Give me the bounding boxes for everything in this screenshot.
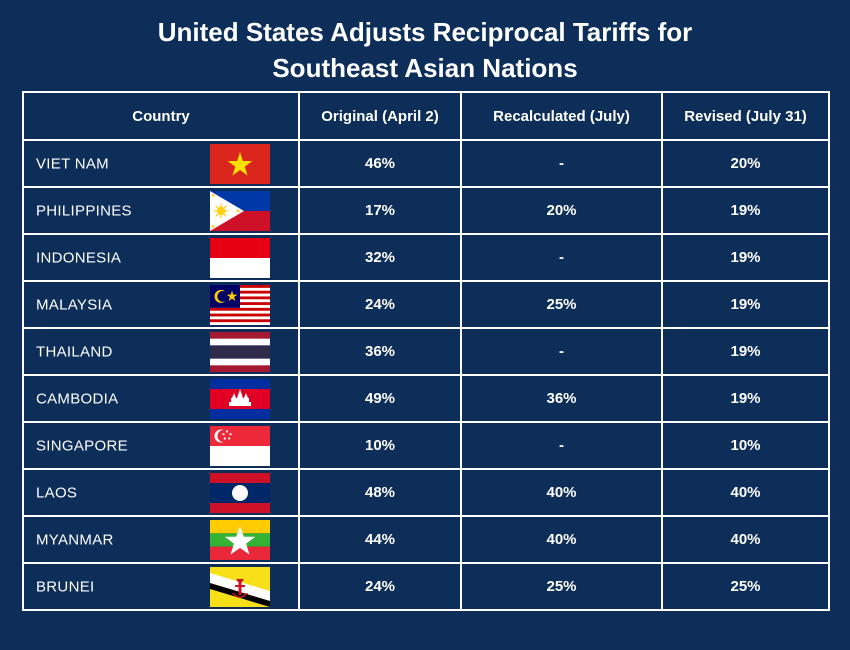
table-row: SINGAPORE 10% -10% — [22, 421, 830, 470]
revised-value: 19% — [661, 374, 830, 423]
recalculated-value: - — [460, 139, 663, 188]
country-cell: BRUNEI — [22, 562, 300, 611]
table-row: MALAYSIA 24% 25% 19% — [22, 280, 830, 329]
vietnam-flag-icon — [210, 143, 270, 184]
cambodia-flag-icon — [210, 378, 270, 419]
country-name: MYANMAR — [36, 531, 114, 548]
table-row: PHILIPPINES 17% 20% 19% — [22, 186, 830, 235]
original-value: 46% — [298, 139, 462, 188]
table-row: MYANMAR 44% 40% 40% — [22, 515, 830, 564]
country-cell: THAILAND — [22, 327, 300, 376]
myanmar-flag-icon — [210, 519, 270, 560]
original-value: 10% — [298, 421, 462, 470]
table-row: THAILAND 36% -19% — [22, 327, 830, 376]
original-value: 44% — [298, 515, 462, 564]
brunei-flag-icon — [210, 566, 270, 607]
country-name: PHILIPPINES — [36, 202, 132, 219]
recalculated-value: 20% — [460, 186, 663, 235]
original-value: 24% — [298, 562, 462, 611]
country-cell: LAOS — [22, 468, 300, 517]
original-value: 49% — [298, 374, 462, 423]
indonesia-flag-icon — [210, 237, 270, 278]
recalculated-value: - — [460, 327, 663, 376]
revised-value: 19% — [661, 233, 830, 282]
header-original: Original (April 2) — [298, 91, 462, 141]
country-name: VIET NAM — [36, 155, 109, 172]
singapore-flag-icon — [210, 425, 270, 466]
recalculated-value: 36% — [460, 374, 663, 423]
table-row: CAMBODIA 49% 36% 19% — [22, 374, 830, 423]
table-row: INDONESIA 32% -19% — [22, 233, 830, 282]
tariff-table: Country Original (April 2) Recalculated … — [22, 91, 830, 611]
recalculated-value: - — [460, 233, 663, 282]
thailand-flag-icon — [210, 331, 270, 372]
revised-value: 10% — [661, 421, 830, 470]
country-name: MALAYSIA — [36, 296, 113, 313]
revised-value: 19% — [661, 280, 830, 329]
recalculated-value: 25% — [460, 562, 663, 611]
revised-value: 19% — [661, 186, 830, 235]
header-row: Country Original (April 2) Recalculated … — [22, 91, 830, 141]
title-line-2: Southeast Asian Nations — [272, 53, 578, 83]
header-recalculated: Recalculated (July) — [460, 91, 663, 141]
country-name: LAOS — [36, 484, 78, 501]
laos-flag-icon — [210, 472, 270, 513]
country-cell: SINGAPORE — [22, 421, 300, 470]
recalculated-value: 40% — [460, 468, 663, 517]
philippines-flag-icon — [210, 190, 270, 231]
country-cell: PHILIPPINES — [22, 186, 300, 235]
revised-value: 25% — [661, 562, 830, 611]
recalculated-value: 25% — [460, 280, 663, 329]
table-row: VIET NAM 46% -20% — [22, 139, 830, 188]
revised-value: 19% — [661, 327, 830, 376]
revised-value: 40% — [661, 515, 830, 564]
original-value: 24% — [298, 280, 462, 329]
country-cell: INDONESIA — [22, 233, 300, 282]
chart-title: United States Adjusts Reciprocal Tariffs… — [0, 14, 850, 86]
country-name: BRUNEI — [36, 578, 95, 595]
table-row: LAOS 48% 40% 40% — [22, 468, 830, 517]
country-cell: CAMBODIA — [22, 374, 300, 423]
header-revised: Revised (July 31) — [661, 91, 830, 141]
revised-value: 20% — [661, 139, 830, 188]
header-country: Country — [22, 91, 300, 141]
original-value: 32% — [298, 233, 462, 282]
original-value: 36% — [298, 327, 462, 376]
malaysia-flag-icon — [210, 284, 270, 325]
country-cell: MYANMAR — [22, 515, 300, 564]
country-name: SINGAPORE — [36, 437, 128, 454]
country-cell: MALAYSIA — [22, 280, 300, 329]
country-name: THAILAND — [36, 343, 113, 360]
country-name: CAMBODIA — [36, 390, 119, 407]
title-line-1: United States Adjusts Reciprocal Tariffs… — [157, 17, 693, 47]
country-name: INDONESIA — [36, 249, 122, 266]
country-cell: VIET NAM — [22, 139, 300, 188]
original-value: 48% — [298, 468, 462, 517]
original-value: 17% — [298, 186, 462, 235]
table-row: BRUNEI 24% 25% 25% — [22, 562, 830, 611]
recalculated-value: 40% — [460, 515, 663, 564]
revised-value: 40% — [661, 468, 830, 517]
recalculated-value: - — [460, 421, 663, 470]
